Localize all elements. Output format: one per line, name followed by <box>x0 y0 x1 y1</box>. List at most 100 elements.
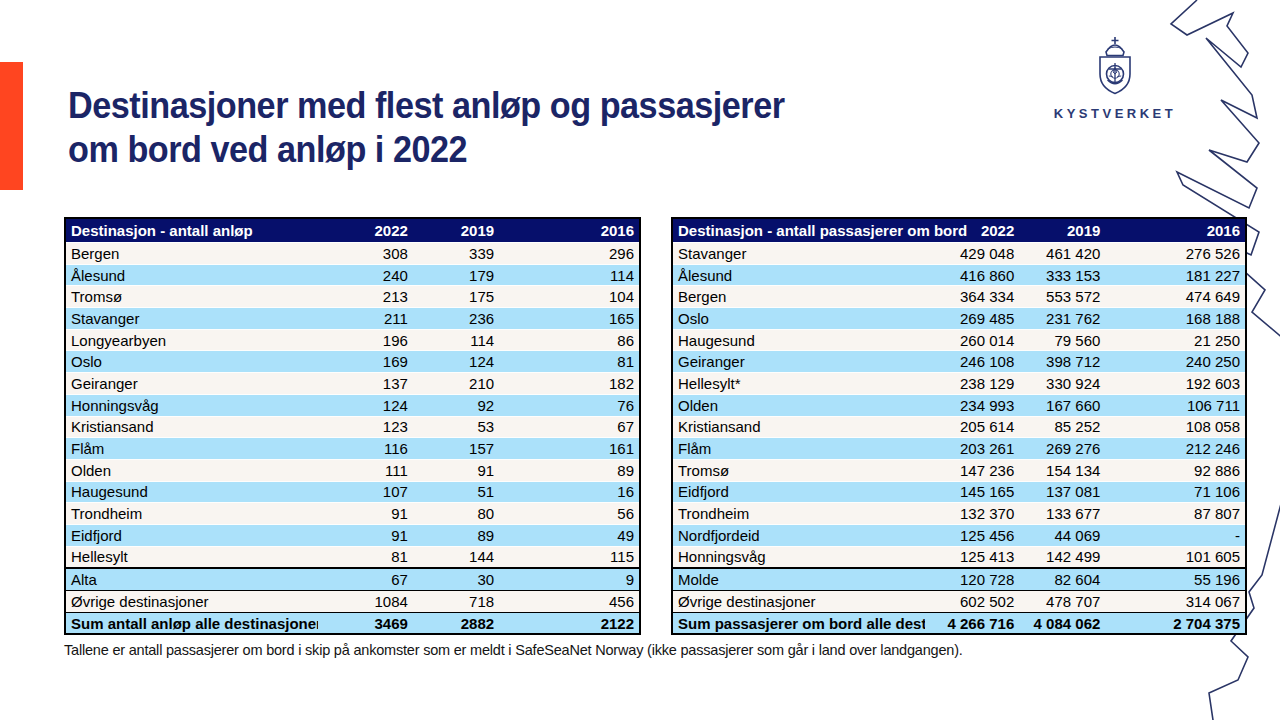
value-cell: 89 <box>413 524 499 546</box>
destination-cell: Bergen <box>672 286 925 308</box>
destination-cell: Geiranger <box>65 373 318 395</box>
destination-cell: Honningsvåg <box>672 546 925 568</box>
value-cell: 179 <box>413 264 499 286</box>
table-header-label: Destinasjon - antall passasjerer om bord <box>672 218 925 243</box>
value-cell: 82 604 <box>1019 568 1105 590</box>
table-row: Stavanger211236165 <box>65 308 640 330</box>
value-cell: 79 560 <box>1019 329 1105 351</box>
value-cell: 461 420 <box>1019 243 1105 265</box>
value-cell: 114 <box>413 329 499 351</box>
table-row: Øvrige destinasjoner1084718456 <box>65 591 640 613</box>
value-cell: 314 067 <box>1105 591 1246 613</box>
value-cell: 56 <box>499 503 640 525</box>
value-cell: 210 <box>413 373 499 395</box>
destination-cell: Øvrige destinasjoner <box>672 591 925 613</box>
destination-cell: Ålesund <box>672 264 925 286</box>
value-cell: 124 <box>318 394 413 416</box>
table-row: Oslo16912481 <box>65 351 640 373</box>
value-cell: 330 924 <box>1019 373 1105 395</box>
value-cell: 81 <box>499 351 640 373</box>
value-cell: 53 <box>413 416 499 438</box>
destination-cell: Stavanger <box>672 243 925 265</box>
destination-cell: Eidfjord <box>65 524 318 546</box>
table-header-row: Destinasjon - antall passasjerer om bord… <box>672 218 1246 243</box>
table-row: Ålesund416 860333 153181 227 <box>672 264 1246 286</box>
year-column-header: 2019 <box>1019 218 1105 243</box>
destination-cell: Hellesylt* <box>672 373 925 395</box>
value-cell: - <box>1105 524 1246 546</box>
table-row: Hellesylt81144115 <box>65 546 640 568</box>
year-column-header: 2022 <box>318 218 413 243</box>
value-cell: 91 <box>318 503 413 525</box>
value-cell: 456 <box>499 591 640 613</box>
destination-cell: Eidfjord <box>672 481 925 503</box>
value-cell: 175 <box>413 286 499 308</box>
destination-cell: Haugesund <box>672 329 925 351</box>
table-row: Longyearbyen19611486 <box>65 329 640 351</box>
anlop-table: Destinasjon - antall anløp202220192016Be… <box>64 217 641 635</box>
value-cell: 602 502 <box>925 591 1020 613</box>
value-cell: 296 <box>499 243 640 265</box>
value-cell: 145 165 <box>925 481 1020 503</box>
table-row: Eidfjord918949 <box>65 524 640 546</box>
destination-cell: Haugesund <box>65 481 318 503</box>
destination-cell: Longyearbyen <box>65 329 318 351</box>
value-cell: 49 <box>499 524 640 546</box>
table-row: Haugesund1075116 <box>65 481 640 503</box>
value-cell: 85 252 <box>1019 416 1105 438</box>
table-row: Stavanger429 048461 420276 526 <box>672 243 1246 265</box>
table-row: Honningsvåg1249276 <box>65 394 640 416</box>
value-cell: 87 807 <box>1105 503 1246 525</box>
value-cell: 246 108 <box>925 351 1020 373</box>
table-row: Ålesund240179114 <box>65 264 640 286</box>
value-cell: 718 <box>413 591 499 613</box>
value-cell: 212 246 <box>1105 438 1246 460</box>
value-cell: 240 <box>318 264 413 286</box>
value-cell: 76 <box>499 394 640 416</box>
table-header-label: Destinasjon - antall anløp <box>65 218 318 243</box>
value-cell: 108 058 <box>1105 416 1246 438</box>
table-header-row: Destinasjon - antall anløp202220192016 <box>65 218 640 243</box>
value-cell: 80 <box>413 503 499 525</box>
value-cell: 269 276 <box>1019 438 1105 460</box>
value-cell: 4 084 062 <box>1019 612 1105 634</box>
year-column-header: 2016 <box>1105 218 1246 243</box>
destination-cell: Nordfjordeid <box>672 524 925 546</box>
value-cell: 51 <box>413 481 499 503</box>
value-cell: 478 707 <box>1019 591 1105 613</box>
title-line-2: om bord ved anløp i 2022 <box>68 129 467 170</box>
table-row: Molde120 72882 60455 196 <box>672 568 1246 590</box>
value-cell: 333 153 <box>1019 264 1105 286</box>
destination-cell: Sum passasjerer om bord alle destinasjon… <box>672 612 925 634</box>
destination-cell: Oslo <box>65 351 318 373</box>
table-row: Kristiansand205 61485 252108 058 <box>672 416 1246 438</box>
table-row: Flåm203 261269 276212 246 <box>672 438 1246 460</box>
table-row: Øvrige destinasjoner602 502478 707314 06… <box>672 591 1246 613</box>
value-cell: 203 261 <box>925 438 1020 460</box>
value-cell: 111 <box>318 459 413 481</box>
value-cell: 182 <box>499 373 640 395</box>
value-cell: 234 993 <box>925 394 1020 416</box>
value-cell: 55 196 <box>1105 568 1246 590</box>
destination-cell: Alta <box>65 568 318 590</box>
kystverket-logo: KYSTVERKET <box>1048 36 1182 121</box>
value-cell: 339 <box>413 243 499 265</box>
value-cell: 3469 <box>318 612 413 634</box>
table-row: Nordfjordeid125 45644 069- <box>672 524 1246 546</box>
value-cell: 168 188 <box>1105 308 1246 330</box>
value-cell: 81 <box>318 546 413 568</box>
table-row: Hellesylt*238 129330 924192 603 <box>672 373 1246 395</box>
value-cell: 4 266 716 <box>925 612 1020 634</box>
table-row: Tromsø213175104 <box>65 286 640 308</box>
value-cell: 125 456 <box>925 524 1020 546</box>
table-row: Oslo269 485231 762168 188 <box>672 308 1246 330</box>
destination-cell: Olden <box>672 394 925 416</box>
destination-cell: Sum antall anløp alle destinasjoner <box>65 612 318 634</box>
value-cell: 161 <box>499 438 640 460</box>
table-row: Sum passasjerer om bord alle destinasjon… <box>672 612 1246 634</box>
destination-cell: Hellesylt <box>65 546 318 568</box>
page-title: Destinasjoner med flest anløp og passasj… <box>68 84 785 172</box>
value-cell: 474 649 <box>1105 286 1246 308</box>
table-row: Eidfjord145 165137 08171 106 <box>672 481 1246 503</box>
table-row: Alta67309 <box>65 568 640 590</box>
